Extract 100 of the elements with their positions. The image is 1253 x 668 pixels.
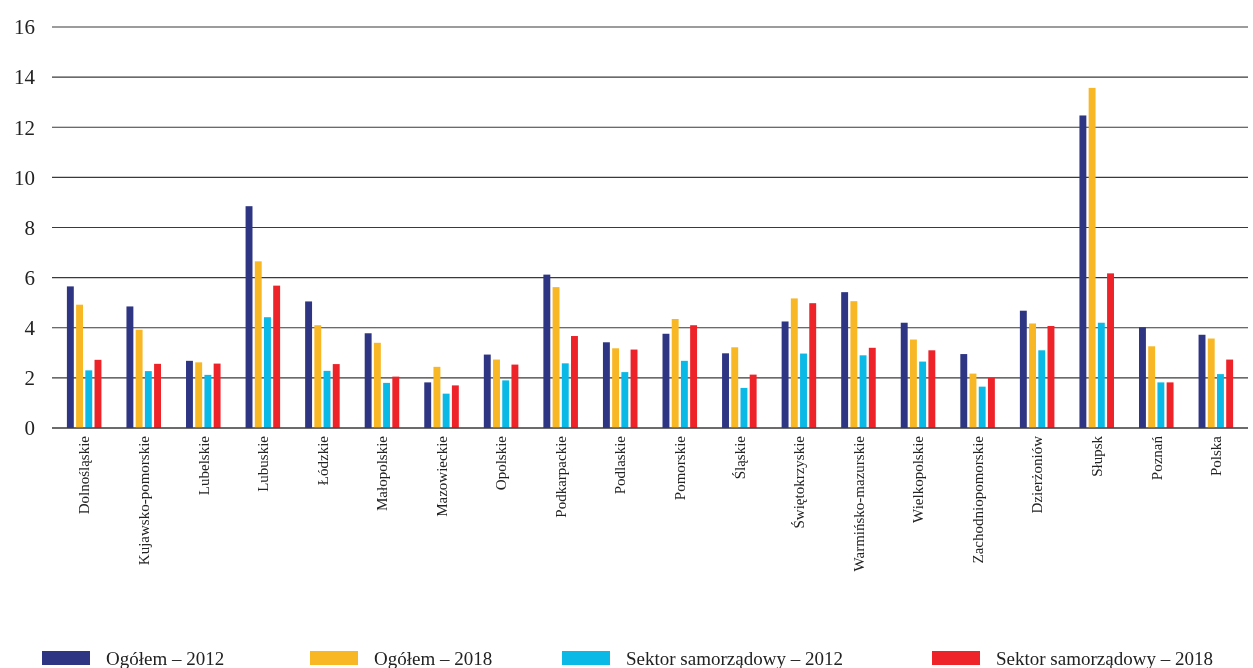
bar xyxy=(987,377,995,428)
x-tick-label: Polska xyxy=(1208,435,1225,477)
bar xyxy=(502,380,510,428)
bar xyxy=(332,364,340,428)
bar xyxy=(671,318,679,428)
bar xyxy=(1216,374,1224,428)
x-tick-label: Śląskie xyxy=(731,435,748,480)
bar xyxy=(602,342,610,428)
bar xyxy=(314,325,322,428)
bar xyxy=(552,287,560,428)
bar xyxy=(392,376,400,428)
bar xyxy=(1157,382,1165,428)
bar xyxy=(126,306,134,428)
bar xyxy=(960,354,968,428)
y-tick-label: 6 xyxy=(24,265,35,290)
bar xyxy=(781,321,789,428)
bar xyxy=(809,303,817,428)
x-tick-label: Łódzkie xyxy=(314,435,331,486)
bar xyxy=(740,387,748,428)
y-tick-label: 16 xyxy=(14,15,35,40)
y-tick-label: 14 xyxy=(14,65,36,90)
x-tick-label: Pomorskie xyxy=(672,435,689,501)
bar xyxy=(511,364,519,428)
bar xyxy=(1029,323,1036,428)
bar xyxy=(76,304,84,428)
y-tick-label: 2 xyxy=(24,366,35,391)
bar xyxy=(483,354,491,428)
bar xyxy=(909,339,917,428)
bar xyxy=(186,360,193,428)
x-tick-label: Mazowieckie xyxy=(433,435,450,517)
bar xyxy=(680,360,688,428)
bar xyxy=(790,298,798,428)
bar xyxy=(690,325,698,428)
bar xyxy=(213,363,221,428)
bar xyxy=(204,374,212,428)
x-tick-label: Wielkopolskie xyxy=(910,435,927,523)
x-tick-label: Podlaskie xyxy=(612,435,629,495)
bar xyxy=(1107,273,1114,428)
bar xyxy=(433,366,441,428)
bar xyxy=(868,347,876,428)
bar xyxy=(383,382,391,428)
bar xyxy=(493,359,500,428)
x-tick-label: Świętokrzyskie xyxy=(791,435,808,529)
x-tick-label: Lubelskie xyxy=(195,435,212,496)
bar xyxy=(144,371,152,428)
bar xyxy=(1038,350,1046,428)
bar xyxy=(1207,338,1215,428)
bar xyxy=(66,286,74,428)
bar xyxy=(900,322,908,428)
x-tick-label: Poznań xyxy=(1148,435,1165,481)
bar xyxy=(850,301,858,428)
x-tick-label: Małopolskie xyxy=(374,435,391,511)
x-tick-label: Dzierżoniów xyxy=(1029,435,1046,514)
bar xyxy=(264,317,271,428)
bar xyxy=(442,393,450,428)
bar xyxy=(612,348,620,428)
y-tick-label: 12 xyxy=(14,115,35,140)
legend-label: Sektor samorządowy – 2018 xyxy=(996,647,1213,668)
bar xyxy=(841,292,849,428)
bar xyxy=(254,261,262,428)
x-tick-label: Podkarpackie xyxy=(552,435,569,518)
y-tick-label: 8 xyxy=(24,215,35,240)
x-tick-label: Dolnośląskie xyxy=(76,435,93,515)
bar xyxy=(800,353,807,428)
bar xyxy=(543,274,551,428)
bar xyxy=(1019,310,1027,428)
legend-label: Sektor samorządowy – 2012 xyxy=(626,647,843,668)
bar xyxy=(1097,322,1105,428)
bar xyxy=(154,363,161,428)
bar xyxy=(722,353,729,428)
bar xyxy=(978,386,986,428)
bar xyxy=(928,350,936,428)
bar xyxy=(859,355,867,428)
x-tick-label: Opolskie xyxy=(493,435,510,491)
x-tick-label: Lubuskie xyxy=(255,435,272,492)
x-tick-label: Zachodniopomorskie xyxy=(969,435,986,564)
y-tick-label: 0 xyxy=(24,416,35,441)
bar xyxy=(1079,115,1087,428)
y-tick-label: 4 xyxy=(24,316,36,341)
x-tick-label: Kujawsko-pomorskie xyxy=(135,435,152,566)
bar xyxy=(1166,382,1174,428)
bar xyxy=(451,385,459,428)
bar xyxy=(1088,87,1096,428)
bar xyxy=(1139,327,1146,428)
x-tick-label: Warmińsko-mazurskie xyxy=(850,435,867,572)
y-tick-label: 10 xyxy=(14,165,35,190)
bar xyxy=(305,301,313,428)
bar xyxy=(424,382,432,428)
bar xyxy=(195,362,203,428)
legend-label: Ogółem – 2018 xyxy=(374,647,493,668)
bar xyxy=(561,363,569,428)
bar xyxy=(135,329,143,428)
bar xyxy=(1148,346,1156,428)
bar xyxy=(731,347,739,428)
bar xyxy=(373,342,381,428)
bar xyxy=(364,333,372,428)
bar xyxy=(1226,359,1234,428)
bar xyxy=(621,372,629,428)
bar xyxy=(85,370,93,428)
bar xyxy=(273,285,281,428)
